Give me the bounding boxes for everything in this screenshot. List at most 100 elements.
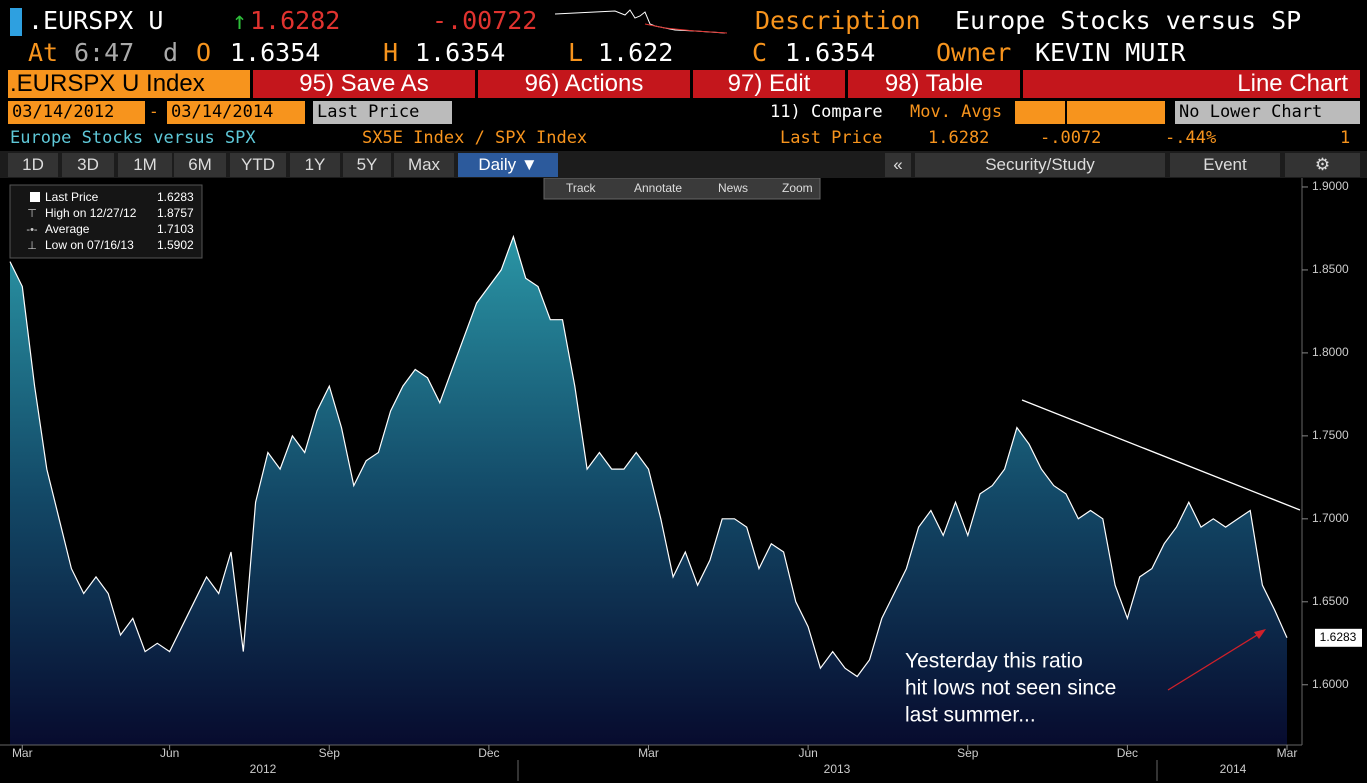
arrow-head: [1254, 629, 1266, 639]
time: 6:47: [74, 38, 135, 67]
mov-avgs[interactable]: Mov. Avgs: [910, 102, 1003, 122]
info-field: Last Price: [780, 128, 883, 148]
menu-button[interactable]: 96) Actions: [478, 70, 690, 98]
y-tick-label: 1.6500: [1312, 594, 1349, 608]
y-tick-label: 1.8500: [1312, 262, 1349, 276]
y-tick-label: 1.7500: [1312, 428, 1349, 442]
change: -.00722: [432, 6, 538, 35]
up-arrow: ↑: [232, 6, 248, 35]
lower-chart-dropdown[interactable]: No Lower Chart: [1175, 101, 1360, 124]
collapse-button[interactable]: «: [885, 153, 911, 177]
x-tick-label: Sep: [957, 746, 979, 760]
at-label: At: [28, 38, 59, 67]
low: 1.622: [598, 38, 674, 67]
toolbar-button[interactable]: Zoom: [782, 181, 813, 195]
period-tab[interactable]: 5Y: [343, 153, 391, 177]
legend-stat-label: Low on 07/16/13: [45, 238, 134, 252]
legend-swatch: [30, 192, 40, 202]
year-label: 2014: [1220, 762, 1247, 776]
year-label: 2012: [250, 762, 277, 776]
info-change: -.0072: [1040, 128, 1102, 148]
legend-stat-label: High on 12/27/12: [45, 206, 137, 220]
period-tab[interactable]: 1D: [8, 153, 58, 177]
x-tick-label: Mar: [1277, 746, 1298, 760]
annotation: Yesterday this ratio: [905, 650, 1083, 673]
trend-line: [1021, 399, 1301, 511]
security-name: Europe Stocks versus SPX: [10, 128, 256, 148]
x-tick-label: Dec: [1117, 746, 1138, 760]
y-tick-label: 1.8000: [1312, 345, 1349, 359]
last-value-tag: [1315, 628, 1362, 647]
period-tab[interactable]: YTD: [230, 153, 286, 177]
legend-stat-icon: ⊥: [27, 240, 37, 252]
menu-button[interactable]: 97) Edit: [693, 70, 845, 98]
year-label: 2013: [824, 762, 851, 776]
description-label: Description: [755, 6, 921, 35]
high: 1.6354: [415, 38, 506, 67]
legend-stat-icon: ⊤: [27, 208, 37, 220]
y-tick-label: 1.9000: [1312, 179, 1349, 193]
close: 1.6354: [785, 38, 876, 67]
formula: SX5E Index / SPX Index: [362, 128, 588, 148]
period-tab[interactable]: 1M: [118, 153, 172, 177]
toolbar: [543, 178, 821, 200]
study-button[interactable]: Security/Study: [915, 153, 1165, 177]
last-value-label: 1.6283: [1320, 630, 1357, 644]
compare[interactable]: 11) Compare: [770, 102, 883, 122]
info-pct-change: -.44%: [1165, 128, 1217, 148]
description: Europe Stocks versus SP: [955, 6, 1302, 35]
info-count: 1: [1340, 128, 1351, 148]
toolbar-button[interactable]: News: [718, 181, 748, 195]
toolbar-button[interactable]: Annotate: [634, 181, 682, 195]
start-date[interactable]: 03/14/2012: [8, 101, 145, 124]
y-tick-label: 1.7000: [1312, 511, 1349, 525]
x-tick-label: Jun: [160, 746, 179, 760]
x-tick-label: Jun: [798, 746, 817, 760]
toolbar-button[interactable]: Track: [566, 181, 597, 195]
period-tab[interactable]: Max: [394, 153, 454, 177]
delay-flag: d: [163, 38, 179, 67]
high-label: H: [383, 38, 399, 67]
price-area: [10, 236, 1287, 745]
last-price: 1.6282: [250, 6, 341, 35]
legend-label: Last Price: [45, 190, 99, 204]
date-separator: -: [151, 102, 157, 121]
security-field[interactable]: .EURSPX U Index: [8, 70, 250, 98]
menu-button[interactable]: 95) Save As: [253, 70, 475, 98]
legend-stat-value: 1.5902: [157, 238, 194, 252]
legend-value: 1.6283: [157, 190, 194, 204]
event-button[interactable]: Event: [1170, 153, 1280, 177]
x-tick-label: Mar: [638, 746, 659, 760]
owner-label: Owner: [936, 38, 1012, 67]
x-tick-label: Mar: [12, 746, 33, 760]
info-value: 1.6282: [928, 128, 990, 148]
ticker: .EURSPX U: [28, 6, 164, 35]
legend-box: [9, 184, 203, 259]
menu-button[interactable]: 98) Table: [848, 70, 1020, 98]
chart-type[interactable]: Line Chart: [1023, 70, 1360, 98]
annotation: last summer...: [905, 704, 1036, 727]
chart: Track Annotate News Zoom 1.6283 1.6000 1.6500 1…: [0, 178, 1367, 783]
price-line: [9, 234, 1288, 678]
open-label: O: [196, 38, 212, 67]
annotation-arrow: [1167, 631, 1263, 691]
settings-button[interactable]: ⚙: [1285, 153, 1360, 177]
legend-stat-value: 1.7103: [157, 222, 194, 236]
end-date[interactable]: 03/14/2014: [167, 101, 305, 124]
frequency-tab[interactable]: Daily ▼: [458, 153, 558, 177]
period-tab[interactable]: 6M: [174, 153, 226, 177]
field-dropdown[interactable]: Last Price: [313, 101, 452, 124]
legend-stat-label: Average: [45, 222, 90, 236]
open: 1.6354: [230, 38, 321, 67]
close-label: C: [752, 38, 768, 67]
avg-input[interactable]: [1067, 101, 1165, 124]
owner: KEVIN MUIR: [1035, 38, 1186, 67]
avg-input[interactable]: [1015, 101, 1065, 124]
legend-stat-icon: -•-: [26, 224, 38, 236]
period-tab[interactable]: 3D: [62, 153, 114, 177]
annotation: hit lows not seen since: [905, 677, 1116, 700]
y-tick-label: 1.6000: [1312, 677, 1349, 691]
low-label: L: [568, 38, 584, 67]
period-tab[interactable]: 1Y: [290, 153, 340, 177]
